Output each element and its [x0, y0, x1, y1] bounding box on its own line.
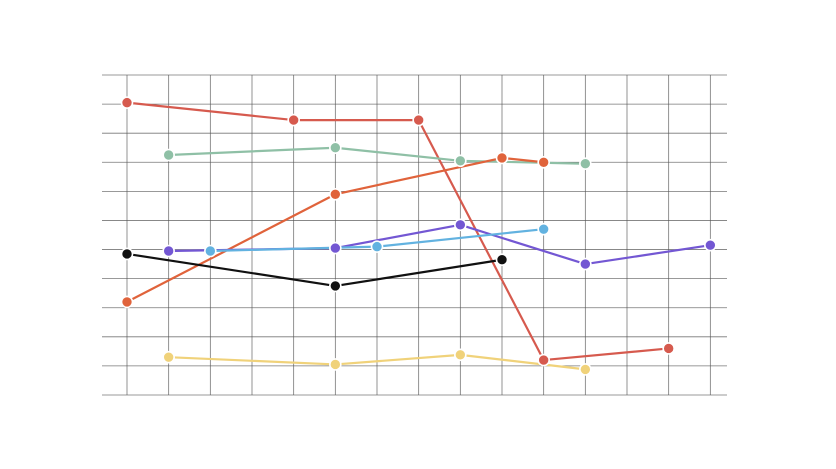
data-point-0-4 — [662, 342, 675, 355]
data-point-0-1 — [287, 113, 300, 127]
data-point-1-0 — [162, 148, 175, 162]
data-point-3-0 — [162, 244, 175, 258]
data-point-3-2 — [454, 218, 467, 232]
data-point-2-2 — [495, 151, 509, 165]
data-point-0-3 — [537, 353, 550, 367]
series-line-0 — [125, 101, 670, 362]
series-line-2 — [125, 156, 545, 304]
series-line-5 — [125, 252, 504, 288]
data-point-5-0 — [120, 247, 134, 261]
grid — [102, 74, 727, 396]
data-point-5-1 — [329, 279, 342, 293]
series-markers — [120, 96, 717, 376]
data-point-6-1 — [329, 358, 342, 371]
data-point-0-2 — [412, 113, 425, 127]
series-line-3 — [167, 223, 712, 266]
data-point-6-2 — [454, 348, 467, 362]
data-point-1-1 — [329, 141, 342, 155]
series-line-6 — [167, 353, 587, 371]
data-point-3-4 — [704, 238, 717, 252]
data-point-2-3 — [537, 155, 550, 169]
data-point-1-3 — [579, 157, 592, 171]
series-line-1 — [167, 146, 587, 165]
data-point-0-0 — [120, 96, 134, 109]
data-point-2-0 — [120, 295, 134, 309]
data-point-3-3 — [579, 257, 592, 271]
data-point-6-3 — [579, 363, 592, 376]
data-point-3-1 — [329, 241, 342, 255]
data-point-4-2 — [537, 222, 550, 236]
data-point-1-2 — [454, 154, 467, 168]
data-point-2-1 — [329, 187, 342, 201]
data-point-4-0 — [204, 244, 217, 258]
data-point-4-1 — [370, 240, 384, 253]
data-point-6-0 — [162, 350, 175, 364]
data-point-5-2 — [495, 253, 509, 267]
